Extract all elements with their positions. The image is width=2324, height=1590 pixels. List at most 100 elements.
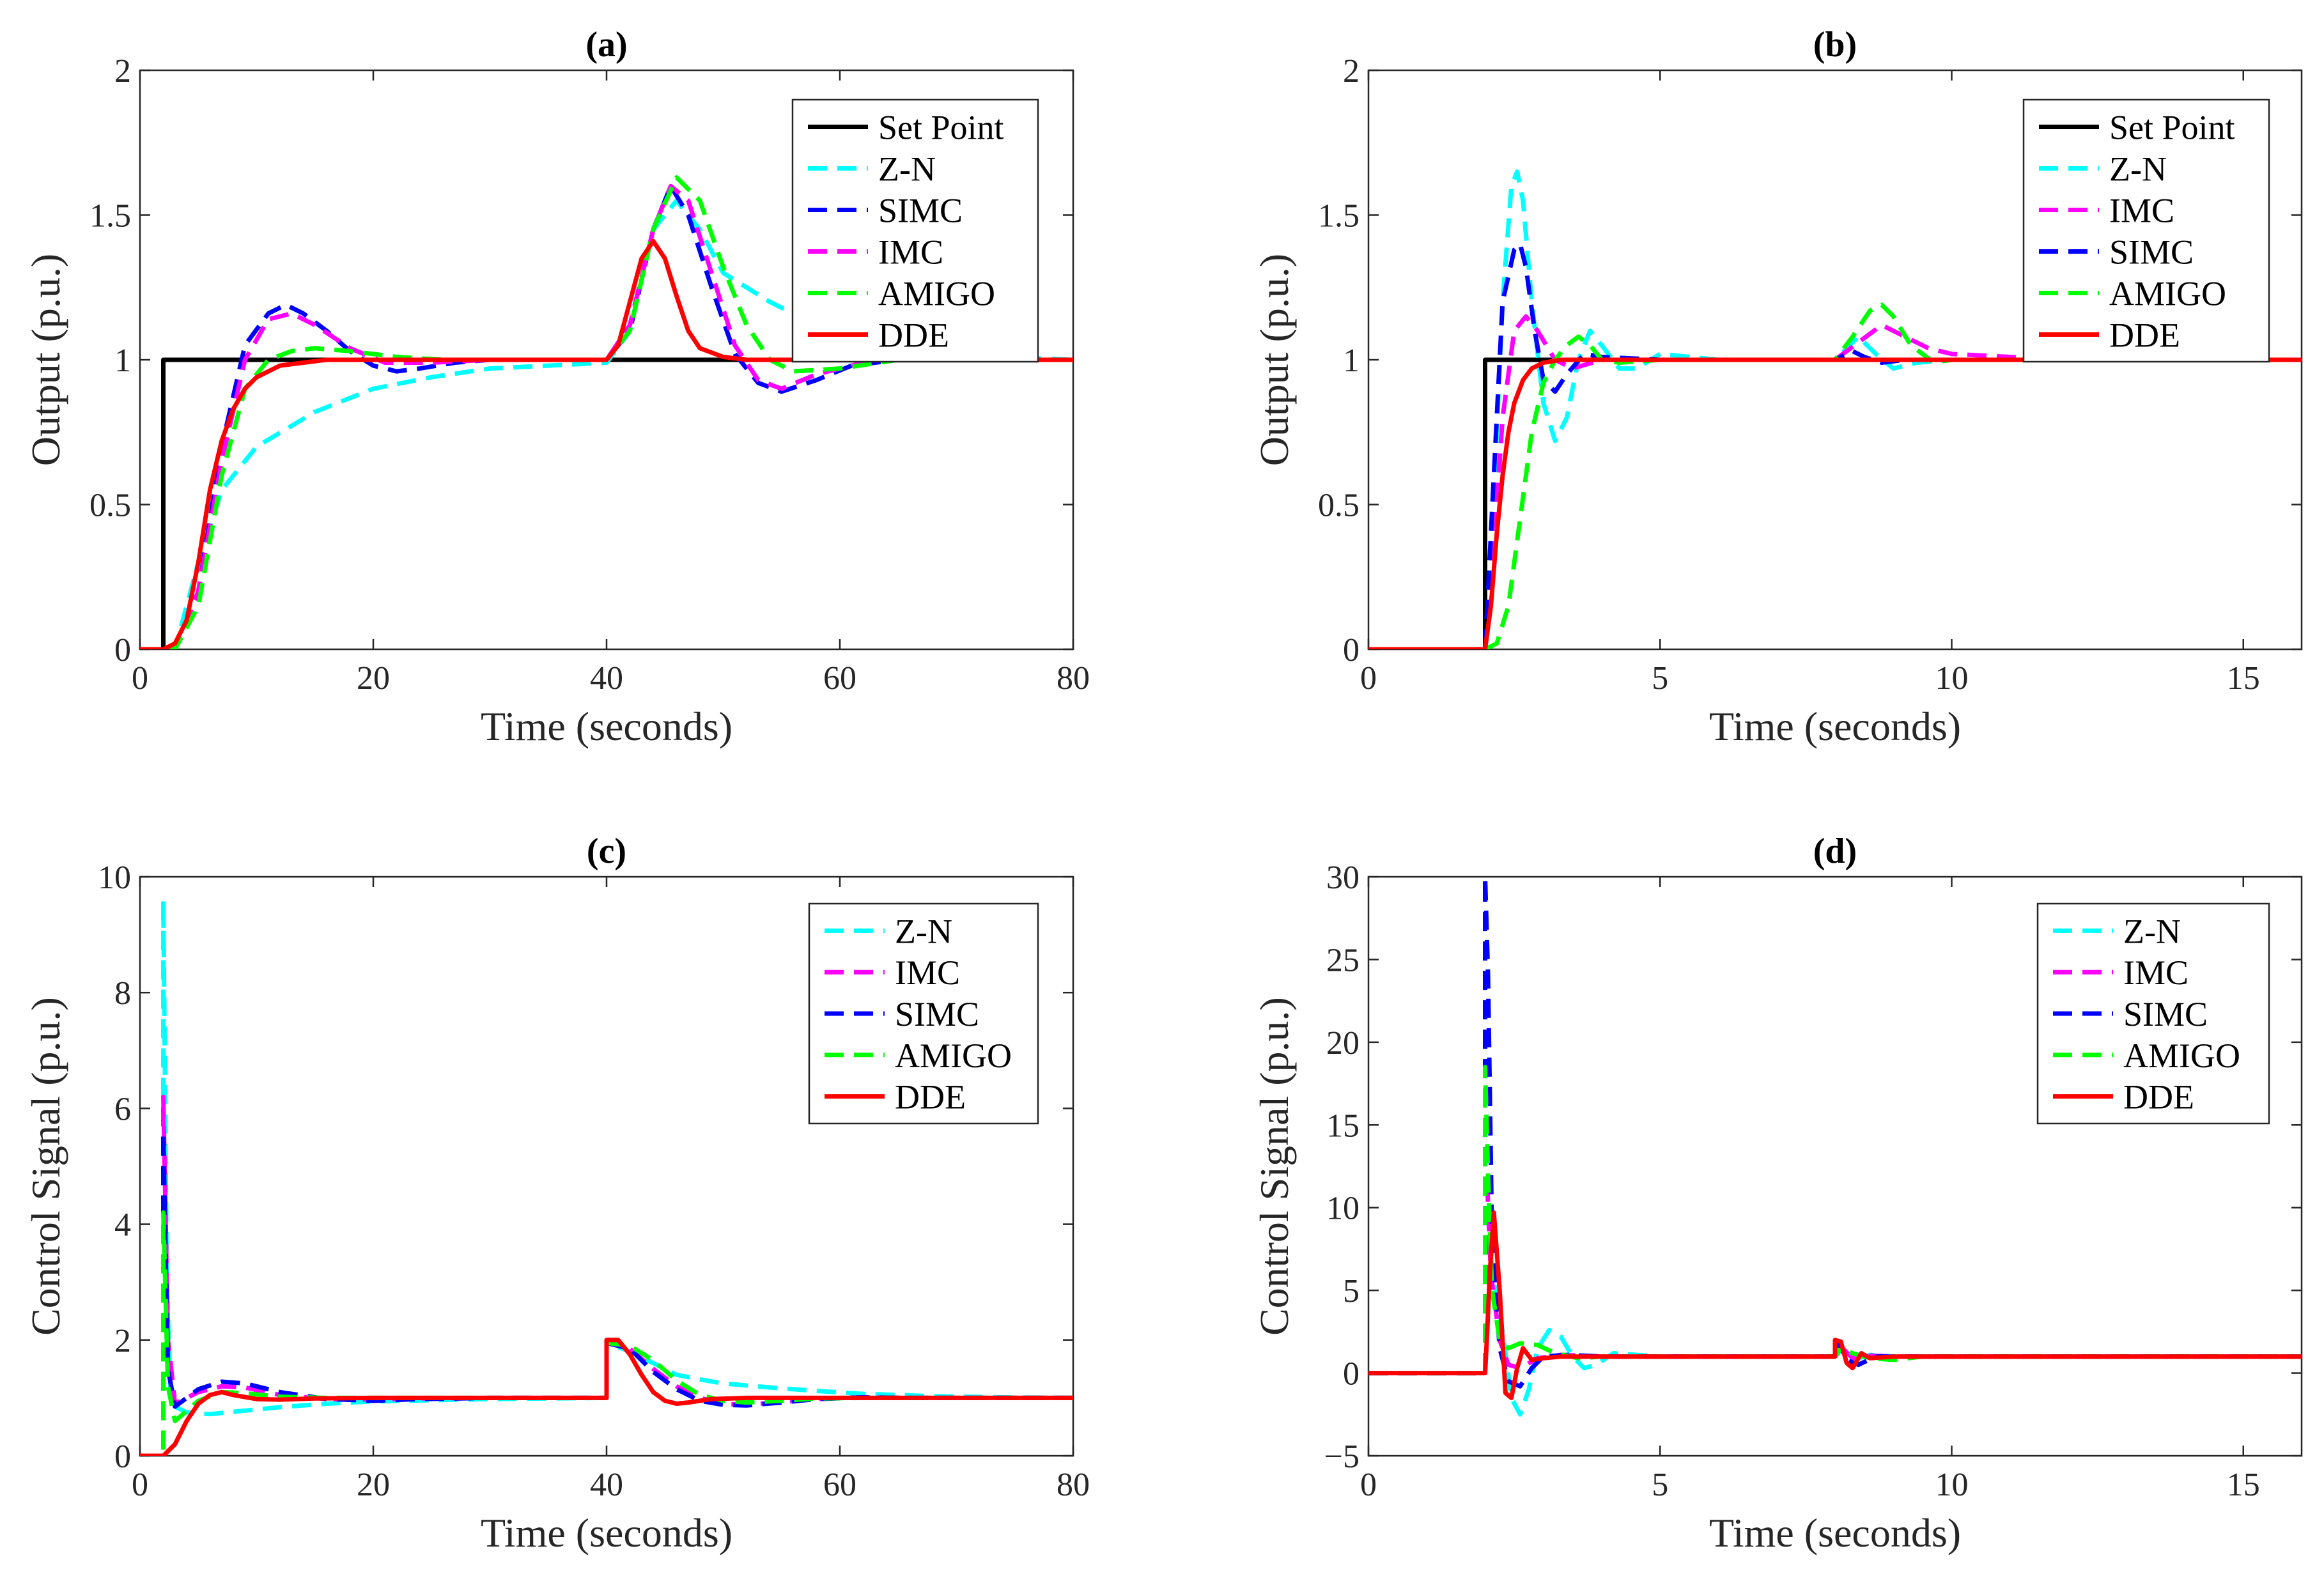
legend-label: IMC <box>895 953 960 992</box>
y-axis-label: Control Signal (p.u.) <box>23 997 68 1336</box>
series-line-dde <box>140 1338 1073 1456</box>
legend-label: DDE <box>878 316 949 355</box>
legend-label: IMC <box>878 233 943 272</box>
chart-title: (a) <box>585 25 627 65</box>
series-line-dde <box>1368 357 2302 649</box>
legend-label: SIMC <box>2123 995 2208 1033</box>
chart-panel-2: 0 5 10 15 0 0.5 1 1.5 2 (b) Time (seconds) Output (… <box>1251 25 2303 749</box>
x-tick-label: 0 <box>1360 1467 1377 1503</box>
series-line-z-n <box>1368 169 2302 649</box>
y-tick-label: 5 <box>1343 1273 1360 1309</box>
y-tick-label: 1.5 <box>1318 198 1360 235</box>
y-tick-label: 4 <box>114 1207 131 1244</box>
x-axis-label: Time (seconds) <box>481 1510 732 1555</box>
y-tick-label: 1.5 <box>89 198 131 235</box>
chart-title: (d) <box>1813 831 1857 871</box>
series-line-simc <box>1368 877 2302 1389</box>
y-tick-label: 8 <box>114 975 131 1012</box>
legend-label: SIMC <box>895 995 979 1033</box>
y-axis-label: Output (p.u.) <box>1251 254 1297 466</box>
chart-title: (c) <box>587 831 626 871</box>
y-tick-label: 0.5 <box>89 488 131 524</box>
series-group <box>140 897 1073 1456</box>
series-line-amigo <box>1368 1065 2302 1376</box>
x-axis-label: Time (seconds) <box>481 704 732 749</box>
y-axis-label: Control Signal (p.u.) <box>1251 997 1297 1336</box>
series-group <box>1368 877 2302 1417</box>
x-tick-label: 10 <box>1935 660 1969 697</box>
legend-label: AMIGO <box>878 275 995 313</box>
x-tick-label: 80 <box>1057 1467 1090 1503</box>
x-tick-label: 0 <box>132 1467 148 1503</box>
y-tick-label: 0.5 <box>1318 488 1360 524</box>
y-tick-label: 15 <box>1326 1108 1360 1144</box>
legend-label: AMIGO <box>2109 275 2226 313</box>
y-tick-label: 10 <box>1326 1191 1360 1227</box>
y-tick-label: 2 <box>114 53 131 89</box>
legend-label: SIMC <box>878 192 963 230</box>
legend-label: IMC <box>2109 192 2174 230</box>
legend-label: DDE <box>2123 1078 2194 1116</box>
y-tick-label: 0 <box>1343 632 1360 668</box>
x-tick-label: 80 <box>1057 660 1090 697</box>
y-tick-label: 10 <box>98 860 131 896</box>
x-tick-label: 0 <box>1360 660 1377 697</box>
legend-label: Set Point <box>2109 109 2235 147</box>
y-tick-label: 0 <box>1343 1356 1360 1393</box>
y-tick-label: 0 <box>114 632 131 668</box>
x-tick-label: 5 <box>1652 660 1668 697</box>
chart-panel-1: 0 20 40 60 80 0 0.5 1 1.5 2 (a) Time (seconds) Outpu… <box>23 25 1090 749</box>
legend-label: SIMC <box>2109 233 2194 272</box>
y-tick-label: 1 <box>1343 343 1360 379</box>
legend-label: Z-N <box>878 150 936 189</box>
x-tick-label: 5 <box>1652 1467 1668 1503</box>
x-tick-label: 15 <box>2227 660 2260 697</box>
y-tick-label: 2 <box>1343 53 1360 89</box>
legend-label: AMIGO <box>2123 1037 2240 1075</box>
x-tick-label: 60 <box>823 660 856 697</box>
series-group <box>1368 169 2302 649</box>
chart-panel-3: 0 20 40 60 80 0 2 4 6 8 10 (c) Time (seconds) Control… <box>23 831 1090 1555</box>
x-axis-label: Time (seconds) <box>1709 704 1961 749</box>
series-line-simc <box>1368 242 2302 649</box>
legend-label: DDE <box>895 1078 966 1116</box>
legend-box <box>791 98 1039 363</box>
chart-title: (b) <box>1813 25 1857 65</box>
legend-label: IMC <box>2123 953 2188 992</box>
x-tick-label: 40 <box>590 660 623 697</box>
x-tick-label: 0 <box>132 660 148 697</box>
x-axis-label: Time (seconds) <box>1709 1510 1961 1555</box>
series-line-set-point <box>140 357 1073 649</box>
x-tick-label: 20 <box>357 1467 390 1503</box>
y-axis-label: Output (p.u.) <box>23 254 68 466</box>
legend-label: DDE <box>2109 316 2180 355</box>
legend-box <box>808 902 1039 1125</box>
legend-box <box>2036 902 2270 1125</box>
legend-label: Set Point <box>878 109 1004 147</box>
series-group <box>140 175 1073 649</box>
series-line-imc <box>1368 314 2302 649</box>
y-tick-label: −5 <box>1324 1439 1360 1475</box>
x-tick-label: 10 <box>1935 1467 1969 1503</box>
x-tick-label: 60 <box>823 1467 856 1503</box>
y-tick-label: 2 <box>114 1323 131 1359</box>
x-tick-label: 20 <box>357 660 390 697</box>
legend-label: AMIGO <box>895 1037 1012 1075</box>
y-tick-label: 30 <box>1326 860 1360 896</box>
x-tick-label: 40 <box>590 1467 623 1503</box>
y-tick-label: 1 <box>114 343 131 379</box>
series-line-dde <box>1368 1210 2302 1400</box>
y-tick-label: 6 <box>114 1091 131 1127</box>
legend-box <box>2022 98 2270 363</box>
series-line-imc <box>1368 1172 2302 1376</box>
y-tick-label: 25 <box>1326 942 1360 978</box>
y-tick-label: 20 <box>1326 1025 1360 1061</box>
legend-label: Z-N <box>2123 912 2181 950</box>
legend-label: Z-N <box>895 912 952 950</box>
